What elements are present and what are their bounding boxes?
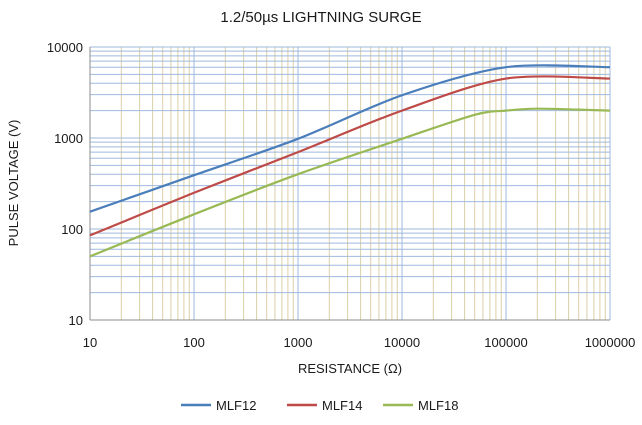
axes xyxy=(89,46,610,321)
legend-label-mlf18: MLF18 xyxy=(418,398,458,413)
x-tick-label: 1000 xyxy=(284,335,313,350)
x-tick-label: 100000 xyxy=(484,335,527,350)
y-tick-labels: 10 100 1000 10000 xyxy=(47,40,83,328)
series-line-mlf18 xyxy=(89,107,611,258)
series-line-mlf12 xyxy=(89,64,611,213)
x-tick-labels: 10 100 1000 10000 100000 1000000 xyxy=(83,335,636,350)
x-tick-label: 100 xyxy=(183,335,205,350)
series-line-mlf14 xyxy=(89,75,611,237)
x-axis-label: RESISTANCE (Ω) xyxy=(298,361,402,376)
y-tick-label: 10000 xyxy=(47,40,83,55)
y-tick-label: 10 xyxy=(69,313,83,328)
legend: MLF12 MLF14 MLF18 xyxy=(181,398,458,413)
y-axis-label: PULSE VOLTAGE (V) xyxy=(6,120,21,247)
legend-label-mlf14: MLF14 xyxy=(322,398,362,413)
y-tick-label: 100 xyxy=(61,222,83,237)
legend-label-mlf12: MLF12 xyxy=(216,398,256,413)
series-lines xyxy=(89,64,611,258)
y-tick-label: 1000 xyxy=(54,131,83,146)
x-tick-label: 1000000 xyxy=(585,335,636,350)
x-tick-label: 10000 xyxy=(384,335,420,350)
x-tick-label: 10 xyxy=(83,335,97,350)
chart-title: 1.2/50µs LIGHTNING SURGE xyxy=(220,9,421,26)
